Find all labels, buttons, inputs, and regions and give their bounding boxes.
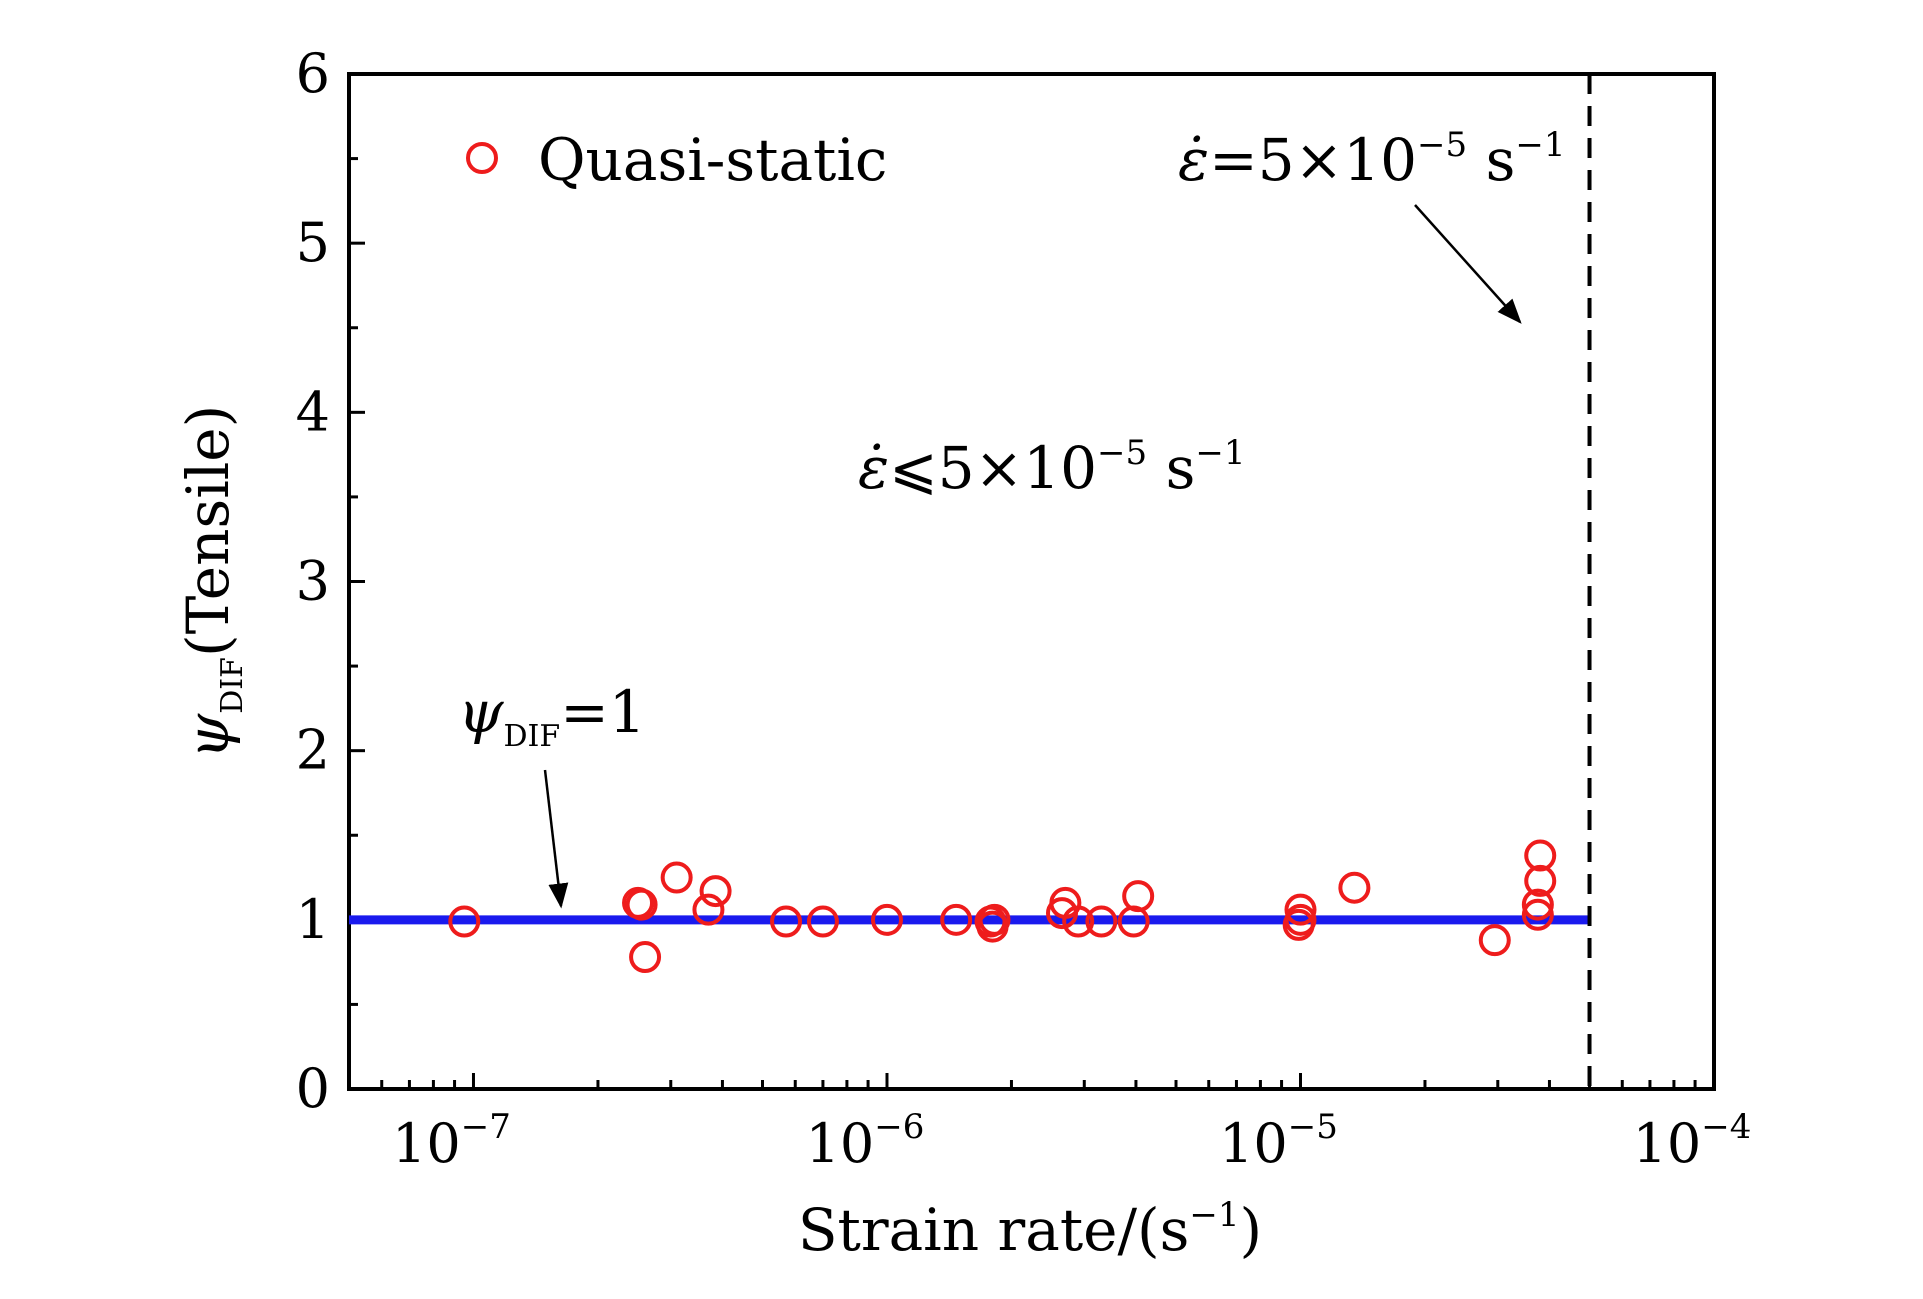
axis-ticks — [347, 72, 1716, 1091]
region-annotation-rest: ⩽5×10 — [889, 434, 1097, 502]
x-axis-title-close: ) — [1240, 1196, 1263, 1264]
x-tick-label: 10−5 — [1219, 1107, 1338, 1175]
y-axis-title: ψDIF(Tensile) — [174, 405, 250, 760]
y-axis-symbol: ψ — [174, 713, 242, 759]
limit-annotation: ε̇=5×10−5 s−1 — [1178, 125, 1565, 194]
limit-annotation-rest: =5×10 — [1209, 126, 1417, 194]
data-point — [1338, 871, 1371, 904]
region-annotation-unit: s — [1147, 434, 1195, 502]
y-tick-label: 5 — [296, 211, 330, 274]
data-point — [699, 875, 732, 908]
data-point — [1122, 880, 1155, 913]
region-annotation: ε̇⩽5×10−5 s−1 — [858, 433, 1245, 502]
data-point — [629, 941, 662, 974]
y-tick-label: 4 — [296, 380, 330, 443]
data-point — [1478, 924, 1511, 957]
region-annotation-exp: −5 — [1097, 433, 1147, 473]
region-annotation-eps: ε̇ — [858, 434, 889, 502]
x-tick-label: 10−6 — [806, 1107, 925, 1175]
y-axis-rest: (Tensile) — [174, 405, 242, 657]
y-tick-label: 6 — [296, 42, 330, 105]
x-axis-title-sup: −1 — [1189, 1195, 1239, 1235]
x-axis-title: Strain rate/(s−1) — [798, 1195, 1262, 1264]
x-tick-label: 10−4 — [1633, 1107, 1752, 1175]
data-point — [660, 861, 693, 894]
data-point — [1524, 864, 1557, 897]
data-point — [978, 903, 1011, 936]
y-tick-labels: 0 1 2 3 4 5 6 — [296, 42, 330, 1120]
x-tick-labels: 10−7 10−6 10−5 10−4 — [392, 1107, 1751, 1175]
y-tick-label: 0 — [296, 1057, 330, 1120]
limit-annotation-unit: s — [1467, 126, 1515, 194]
limit-annotation-arrow — [1414, 204, 1522, 324]
limit-annotation-eps: ε̇ — [1178, 126, 1209, 194]
data-point — [1284, 903, 1317, 936]
data-point — [625, 888, 658, 921]
psi-annotation-arrow — [543, 769, 569, 909]
x-axis-title-main: Strain rate/(s — [798, 1196, 1190, 1264]
legend: Quasi-static — [466, 126, 887, 194]
y-axis-subscript: DIF — [215, 657, 250, 714]
limit-annotation-unit-exp: −1 — [1515, 125, 1565, 165]
data-point — [448, 905, 481, 938]
data-point — [770, 905, 803, 938]
legend-label: Quasi-static — [538, 126, 887, 194]
legend-marker — [466, 142, 498, 174]
data-point — [940, 903, 973, 936]
data-point — [870, 903, 903, 936]
data-point — [1284, 893, 1317, 926]
x-tick-label: 10−7 — [392, 1107, 511, 1175]
y-tick-label: 1 — [296, 888, 330, 951]
y-tick-label: 3 — [296, 550, 330, 613]
data-point — [1524, 839, 1557, 872]
data-point — [692, 893, 725, 926]
data-point — [1521, 898, 1554, 931]
limit-annotation-exp: −5 — [1417, 125, 1467, 165]
y-tick-label: 2 — [296, 719, 330, 782]
data-point — [1062, 905, 1095, 938]
psi-annotation-rest: =1 — [560, 678, 646, 746]
data-points — [448, 839, 1557, 974]
region-annotation-unit-exp: −1 — [1195, 433, 1245, 473]
psi-annotation-symbol: ψ — [458, 678, 504, 746]
data-point — [1085, 905, 1118, 938]
psi-annotation-subscript: DIF — [503, 719, 560, 754]
data-point — [1521, 888, 1554, 921]
data-point — [806, 905, 839, 938]
psi-dif-annotation: ψDIF=1 — [458, 678, 646, 754]
